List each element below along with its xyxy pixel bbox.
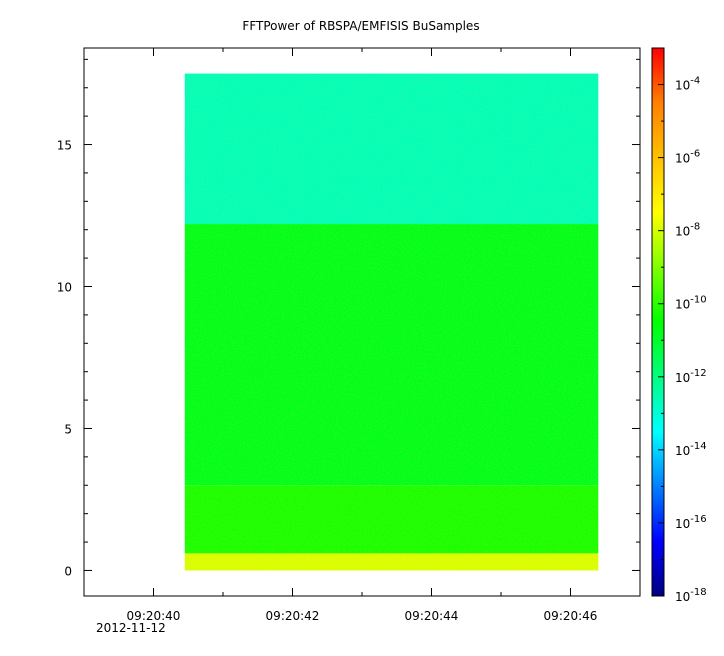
colorbar: [651, 47, 665, 597]
colorbar-tick-label: 10-14: [675, 441, 707, 458]
chart-title: FFTPower of RBSPA/EMFISIS BuSamples: [242, 19, 479, 33]
x-tick-label: 09:20:42: [266, 609, 320, 623]
x-axis: 09:20:40 09:20:42 09:20:44 09:20:46: [83, 48, 641, 623]
y-axis: 0 5 10 15: [57, 58, 640, 578]
colorbar-tick-label: 10-18: [675, 587, 707, 604]
y-tick-label: 15: [57, 139, 72, 153]
x-date-label: 2012-11-12: [96, 621, 166, 635]
x-tick-label: 09:20:46: [544, 609, 598, 623]
x-tick-label: 09:20:40: [127, 609, 181, 623]
y-tick-label: 10: [57, 281, 72, 295]
spectrogram-image: [184, 73, 599, 571]
colorbar-tick-label: 10-6: [675, 149, 700, 166]
colorbar-axis: 10-18 10-16 10-14 10-12 10-10 10-8 10-6 10-4: [658, 47, 707, 604]
colorbar-tick-label: 10-8: [675, 222, 700, 239]
y-tick-label: 0: [64, 564, 72, 578]
y-tick-label: 5: [64, 422, 72, 436]
colorbar-tick-label: 10-10: [675, 295, 707, 312]
colorbar-tick-label: 10-4: [675, 76, 700, 93]
colorbar-tick-label: 10-16: [675, 514, 707, 531]
spectrogram-texture: [184, 73, 599, 571]
x-tick-label: 09:20:44: [405, 609, 459, 623]
colorbar-tick-label: 10-12: [675, 368, 707, 385]
